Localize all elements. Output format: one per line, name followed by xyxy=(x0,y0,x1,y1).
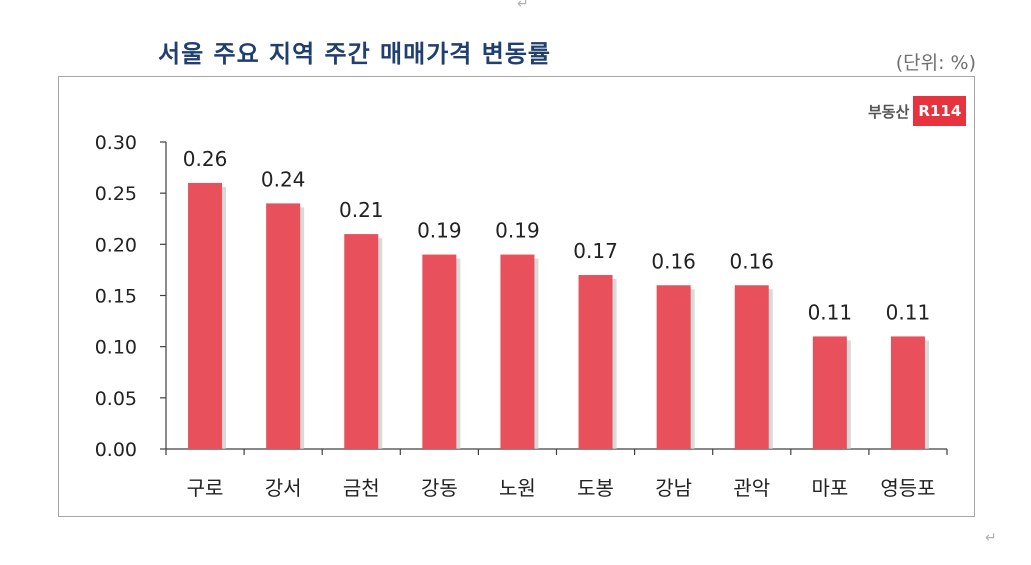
chart-title: 서울 주요 지역 주간 매매가격 변동률 xyxy=(158,40,551,68)
data-label: 0.19 xyxy=(495,219,540,243)
bar xyxy=(500,254,535,449)
unit-label: (단위: %) xyxy=(895,52,976,74)
data-label: 0.21 xyxy=(339,198,384,222)
bar xyxy=(266,203,301,449)
chart-frame xyxy=(58,76,975,517)
x-category-label: 구로 xyxy=(187,476,224,500)
bar xyxy=(890,336,925,449)
logo-badge: R114 xyxy=(913,96,967,126)
y-tick-label: 0.10 xyxy=(95,337,137,359)
return-mark-top: ↵ xyxy=(517,0,529,12)
bar xyxy=(344,234,379,449)
x-category-label: 영등포 xyxy=(880,476,935,500)
x-category-label: 강서 xyxy=(265,476,302,500)
bar xyxy=(734,285,769,449)
data-label: 0.17 xyxy=(573,239,618,263)
bar xyxy=(188,182,223,449)
y-tick-label: 0.25 xyxy=(95,183,137,205)
x-category-label: 노원 xyxy=(499,476,536,500)
x-category-label: 도봉 xyxy=(577,476,614,500)
y-tick-label: 0.00 xyxy=(95,439,137,461)
data-label: 0.11 xyxy=(808,300,853,324)
x-category-label: 관악 xyxy=(733,476,770,500)
y-tick-label: 0.05 xyxy=(95,388,137,410)
data-label: 0.24 xyxy=(261,167,306,191)
bar xyxy=(422,254,457,449)
bar xyxy=(656,285,691,449)
x-category-label: 강남 xyxy=(655,476,692,500)
y-tick-label: 0.30 xyxy=(95,132,137,154)
y-tick-label: 0.15 xyxy=(95,286,137,308)
bar xyxy=(578,275,613,449)
x-category-label: 마포 xyxy=(811,476,848,500)
data-label: 0.19 xyxy=(417,219,462,243)
return-mark-bottom: ↵ xyxy=(985,530,997,546)
data-label: 0.11 xyxy=(886,300,931,324)
x-category-label: 강동 xyxy=(421,476,458,500)
x-category-label: 금천 xyxy=(343,476,380,500)
data-label: 0.26 xyxy=(183,147,228,171)
logo-text: 부동산 xyxy=(868,102,910,121)
data-label: 0.16 xyxy=(729,249,774,273)
y-tick-label: 0.20 xyxy=(95,234,137,256)
brand-logo: 부동산 R114 xyxy=(868,94,967,128)
bar xyxy=(812,336,847,449)
data-label: 0.16 xyxy=(651,249,696,273)
